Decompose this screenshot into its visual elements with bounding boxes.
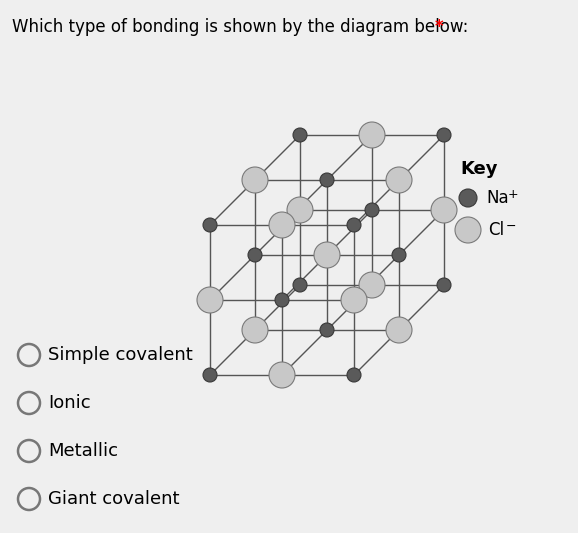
Circle shape (293, 278, 307, 292)
Circle shape (320, 173, 334, 187)
Text: −: − (506, 220, 517, 232)
Circle shape (365, 203, 379, 217)
Circle shape (203, 368, 217, 382)
Circle shape (386, 317, 412, 343)
Circle shape (341, 287, 367, 313)
Circle shape (269, 212, 295, 238)
Circle shape (347, 218, 361, 232)
Circle shape (431, 197, 457, 223)
Text: Ionic: Ionic (48, 394, 91, 412)
Circle shape (269, 362, 295, 388)
Circle shape (242, 317, 268, 343)
Text: +: + (508, 188, 518, 200)
Text: *: * (435, 18, 444, 36)
Circle shape (275, 293, 289, 307)
Text: Simple covalent: Simple covalent (48, 346, 192, 364)
Circle shape (197, 287, 223, 313)
Text: Which type of bonding is shown by the diagram below:: Which type of bonding is shown by the di… (12, 18, 468, 36)
Circle shape (203, 218, 217, 232)
Circle shape (437, 128, 451, 142)
Circle shape (359, 122, 385, 148)
Circle shape (314, 242, 340, 268)
Text: Metallic: Metallic (48, 442, 118, 460)
Circle shape (293, 128, 307, 142)
Circle shape (392, 248, 406, 262)
Circle shape (386, 167, 412, 193)
Circle shape (242, 167, 268, 193)
Circle shape (359, 272, 385, 298)
Text: Key: Key (460, 160, 498, 178)
Text: Na: Na (486, 189, 509, 207)
Circle shape (248, 248, 262, 262)
Circle shape (437, 278, 451, 292)
Circle shape (455, 217, 481, 243)
Circle shape (347, 368, 361, 382)
Circle shape (459, 189, 477, 207)
Text: Cl: Cl (488, 221, 504, 239)
Circle shape (320, 323, 334, 337)
Circle shape (287, 197, 313, 223)
Text: Giant covalent: Giant covalent (48, 490, 180, 508)
